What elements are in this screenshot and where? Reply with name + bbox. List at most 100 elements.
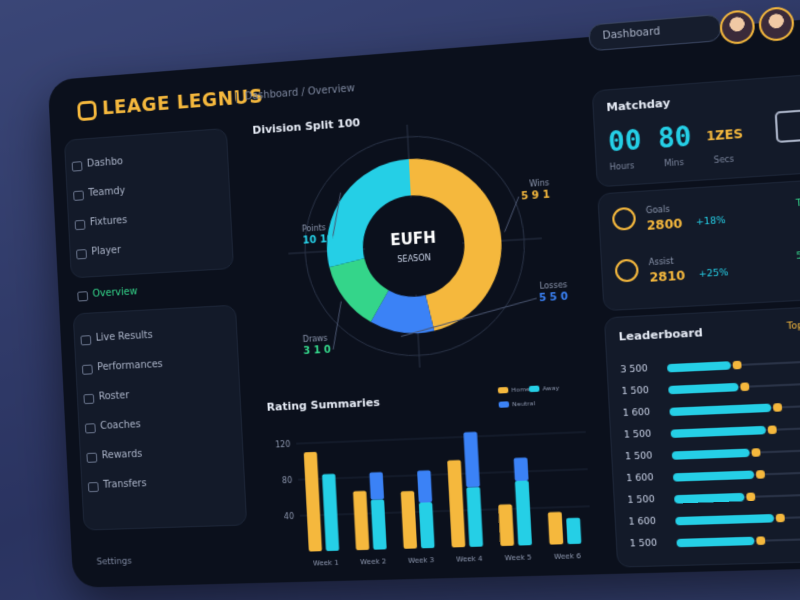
sidebar-item[interactable]: Transfers bbox=[82, 469, 245, 499]
x-tick-label: Week 3 bbox=[408, 556, 435, 565]
timer-icon[interactable] bbox=[774, 109, 800, 144]
stat-label: Goals bbox=[645, 204, 671, 216]
avatar[interactable] bbox=[719, 9, 756, 46]
stat-delta: +25% bbox=[698, 267, 729, 281]
sidebar-card: Live Results Performances Roster Coaches Rew… bbox=[72, 304, 248, 531]
row-nub bbox=[755, 536, 765, 546]
legend-swatch bbox=[498, 401, 510, 408]
sidebar-item[interactable]: Performances bbox=[76, 349, 239, 381]
row-bar bbox=[666, 361, 731, 373]
row-bar bbox=[670, 425, 767, 438]
sidebar-item[interactable]: Dashbo bbox=[66, 143, 228, 178]
sidebar-footer[interactable]: Settings bbox=[96, 556, 133, 568]
donut-segment bbox=[329, 257, 391, 325]
stat-icon bbox=[614, 258, 640, 283]
row-nub bbox=[772, 403, 782, 412]
timer-label: Hours bbox=[609, 161, 635, 173]
callout-line bbox=[503, 197, 521, 232]
row-label: 1 500 bbox=[623, 429, 652, 441]
bar-chart: 40 80 120 Home Away Neutral Week 1 Week 2 Week 3… bbox=[275, 385, 602, 568]
timer-card: Matchday 00 80 1ZES Hours Mins Secs bbox=[591, 73, 800, 188]
bar bbox=[417, 470, 433, 503]
timer-label: Secs bbox=[713, 154, 735, 166]
bar bbox=[400, 490, 418, 549]
stat-value: 2800 bbox=[646, 216, 683, 234]
grid-line bbox=[298, 469, 588, 480]
leaderboard-card: Leaderboard Top 10 3 5001501 5001301 600… bbox=[603, 305, 800, 568]
bar bbox=[447, 459, 466, 548]
y-tick-label: 80 bbox=[282, 475, 293, 485]
callout-line bbox=[331, 301, 344, 349]
x-tick-label: Week 4 bbox=[456, 555, 483, 564]
row-nub bbox=[775, 513, 785, 523]
row-label: 3 500 bbox=[620, 364, 649, 376]
sidebar-item[interactable]: Teamdy bbox=[67, 173, 229, 208]
legend-label: Home bbox=[511, 386, 530, 393]
bar bbox=[418, 502, 435, 549]
stat-value: 2810 bbox=[649, 268, 686, 285]
grid-line bbox=[300, 506, 590, 515]
bar bbox=[498, 504, 515, 547]
timer-time: 00 80 bbox=[607, 121, 693, 159]
row-nub bbox=[740, 382, 750, 392]
stat-icon bbox=[611, 206, 637, 231]
row-bar bbox=[674, 492, 745, 504]
bar bbox=[369, 472, 385, 500]
bar bbox=[566, 517, 582, 545]
sidebar-item[interactable]: Roster bbox=[77, 379, 240, 410]
bar bbox=[514, 480, 533, 546]
row-nub bbox=[750, 448, 761, 457]
callout-caption: Points bbox=[302, 223, 326, 234]
bar-area: Rating Summaries 40 80 120 Home Away Neutral W… bbox=[256, 366, 602, 576]
callout-caption: Wins bbox=[529, 178, 549, 189]
callout-value: 10 10 bbox=[302, 234, 334, 247]
search-box[interactable]: Dashboard bbox=[588, 13, 722, 52]
donut-hole bbox=[362, 194, 465, 298]
row-bar bbox=[669, 403, 771, 417]
bar bbox=[352, 490, 370, 551]
y-tick-label: 40 bbox=[284, 511, 295, 520]
avatar[interactable] bbox=[758, 5, 795, 43]
sidebar-item[interactable]: Live Results bbox=[74, 320, 236, 352]
bar bbox=[322, 473, 340, 552]
sidebar-item[interactable]: Fixtures bbox=[69, 202, 231, 236]
donut-center: EUFH bbox=[390, 229, 437, 249]
x-tick-label: Week 6 bbox=[554, 552, 581, 561]
legend-label: Away bbox=[542, 385, 560, 392]
row-nub bbox=[732, 360, 742, 370]
donut-center-sub: SEASON bbox=[397, 253, 431, 264]
bar bbox=[370, 499, 387, 550]
row-label: 1 500 bbox=[624, 451, 653, 463]
row-label: 1 600 bbox=[628, 516, 657, 528]
bar bbox=[513, 457, 529, 482]
bar bbox=[466, 486, 484, 547]
callout-caption: Losses bbox=[539, 280, 567, 291]
stat-label: Assist bbox=[648, 256, 674, 268]
row-label: 1 500 bbox=[629, 538, 658, 550]
row-nub bbox=[768, 425, 778, 435]
sidebar-card: Dashbo Teamdy Fixtures Player bbox=[63, 127, 235, 279]
stat-side: Top bbox=[795, 197, 800, 210]
sidebar-item[interactable]: Overview bbox=[71, 275, 233, 308]
leaderboard-title: Leaderboard bbox=[618, 325, 704, 344]
callout-value: 3 1 0 bbox=[303, 345, 331, 358]
grid-line bbox=[296, 432, 585, 444]
callout-caption: Draws bbox=[302, 333, 327, 343]
y-tick-label: 120 bbox=[275, 439, 291, 449]
sidebar-item[interactable]: Player bbox=[70, 232, 232, 266]
leaderboard-filter[interactable]: Top 10 bbox=[786, 320, 800, 333]
x-tick-label: Week 2 bbox=[360, 557, 386, 566]
sidebar-item[interactable]: Rewards bbox=[80, 439, 243, 469]
timer-title: Matchday bbox=[606, 96, 671, 115]
dashboard-panel: LEAGE LEGNUS Dashboard / Overview Dashbo… bbox=[47, 5, 800, 588]
bar bbox=[303, 451, 323, 552]
row-label: 1 600 bbox=[625, 472, 654, 485]
bar bbox=[547, 511, 564, 545]
donut-segment bbox=[322, 159, 415, 268]
stat-side: 5 to bbox=[795, 250, 800, 263]
sidebar-item[interactable]: Coaches bbox=[79, 409, 242, 440]
row-label: 1 600 bbox=[622, 407, 651, 420]
legend-swatch bbox=[528, 385, 540, 393]
